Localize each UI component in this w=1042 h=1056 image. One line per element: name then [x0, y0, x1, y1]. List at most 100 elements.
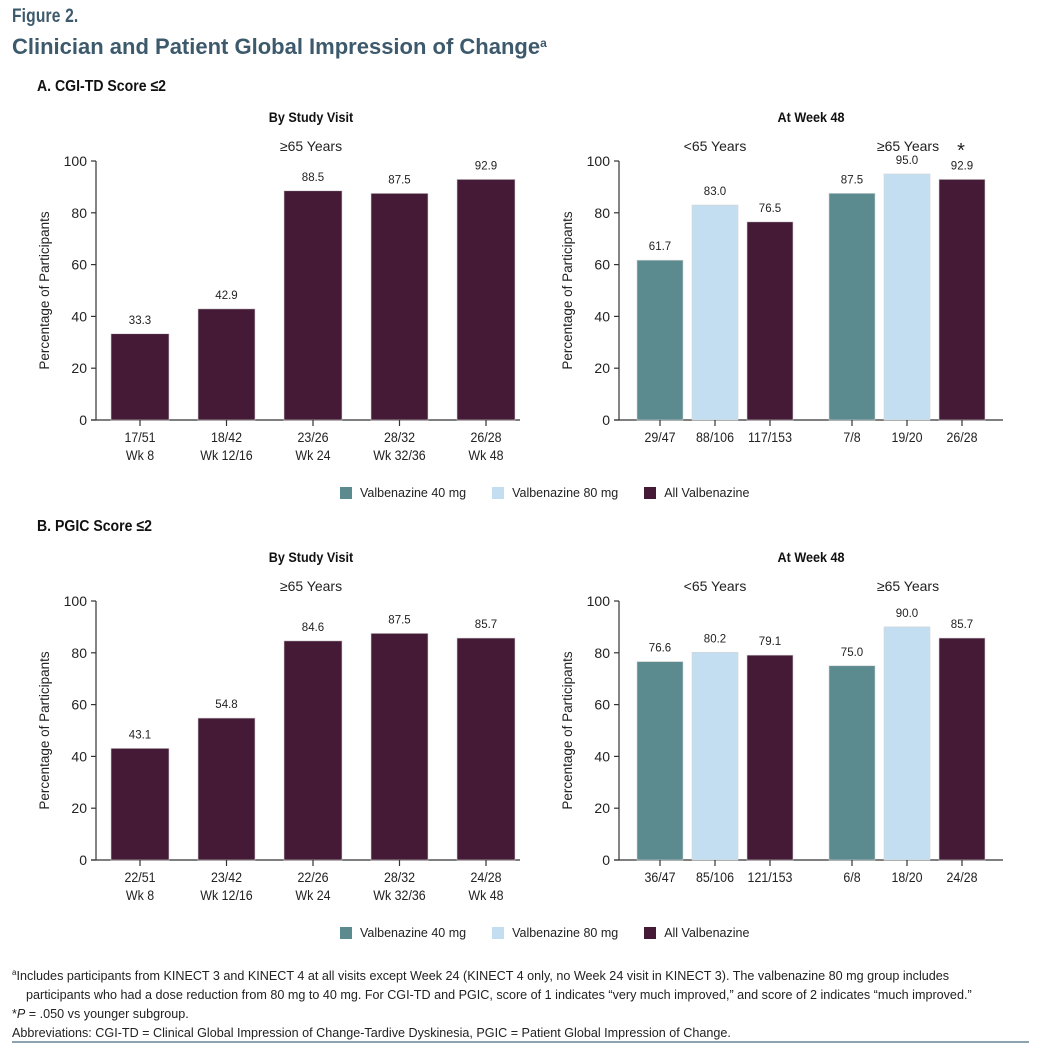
chart-a-week48-x-tick-label: 19/20 [891, 430, 922, 446]
chart-a-week48-y-axis-label: Percentage of Participants [560, 211, 575, 370]
chart-a-by-visit-data-label: 42.9 [215, 290, 237, 302]
chart-a-by-visit-x-tick-label: 23/26 [297, 430, 328, 446]
chart-b-by-visit-y-tick-label: 80 [71, 645, 87, 661]
chart-a-by-visit-y-tick-label: 20 [71, 360, 87, 376]
chart-a-by-visit-bar [370, 193, 429, 421]
footnote-p-italic: P [16, 1007, 26, 1022]
footnote-p-text: = .050 vs younger subgroup. [25, 1007, 189, 1022]
legend-item: All Valbenazine [644, 486, 749, 500]
chart-a-by-visit-subtitle: ≥65 Years [280, 138, 342, 154]
legend-label: All Valbenazine [664, 926, 750, 940]
chart-b-by-visit-y-tick-label: 0 [79, 852, 87, 868]
chart-b-week48-y-tick-label: 40 [594, 748, 610, 764]
chart-a-week48-data-label: 87.5 [841, 174, 863, 186]
chart-a-week48-y-tick-label: 20 [594, 360, 610, 376]
legend-label: Valbenazine 40 mg [360, 926, 467, 940]
chart-b-week48-y-tick-label: 60 [594, 697, 610, 713]
legend-swatch [644, 927, 657, 939]
chart-a-week48-bar [746, 221, 794, 421]
chart-a-by-visit-title: By Study Visit [269, 109, 354, 125]
chart-b-week48-bar [746, 654, 794, 861]
bottom-rule [12, 1041, 1029, 1043]
chart-b-week48-data-label: 90.0 [896, 608, 918, 620]
chart-b-by-visit-x-tick-label: 22/26 [297, 870, 328, 886]
chart-b-by-visit-y-axis-label: Percentage of Participants [37, 651, 52, 810]
chart-a-by-visit-bar [283, 190, 343, 421]
chart-b-week48-y-axis-label: Percentage of Participants [560, 651, 575, 810]
chart-a-week48-data-label: 76.5 [759, 203, 781, 215]
chart-a-week48-x-tick-label: 29/47 [644, 430, 675, 446]
chart-b-by-visit-x-tick-label: 23/42 [211, 870, 242, 886]
chart-b-by-visit-bar [283, 640, 343, 861]
chart-a-week48-y-tick-label: 0 [602, 412, 610, 428]
legend-panel-a: Valbenazine 40 mg Valbenazine 80 mg All Va… [340, 486, 749, 500]
chart-b-by-visit-x-tick-label: Wk 32/36 [373, 888, 425, 904]
chart-b-week48-bar [636, 661, 684, 861]
chart-b-week48-y-tick-label: 0 [602, 852, 610, 868]
chart-b-by-visit-x-tick-label: Wk 8 [126, 888, 154, 904]
chart-a-week48-data-label: 95.0 [896, 155, 918, 167]
figure-title: Clinician and Patient Global Impression … [12, 34, 547, 60]
chart-a-by-visit-data-label: 88.5 [302, 172, 324, 184]
footnote-a-continued: participants who had a dose reduction fr… [26, 988, 972, 1003]
chart-a-week48-bar [691, 204, 739, 421]
chart-a-week48-significance-asterisk: * [957, 140, 965, 162]
chart-b-week48-bar [883, 626, 931, 861]
chart-b-week48-x-tick-label: 18/20 [891, 870, 922, 886]
chart-a-by-visit-bar [197, 308, 256, 421]
legend-item: Valbenazine 40 mg [340, 926, 466, 940]
chart-a-by-visit-y-tick-label: 60 [71, 257, 87, 273]
chart-b-by-visit-x-tick-label: Wk 48 [468, 888, 503, 904]
chart-b-by-visit-subtitle: ≥65 Years [280, 578, 342, 594]
chart-b-week48-data-label: 79.1 [759, 636, 781, 648]
legend-label: Valbenazine 40 mg [360, 486, 467, 500]
chart-b-week48-group-label: <65 Years [684, 578, 747, 594]
chart-b-by-visit-x-tick-label: 22/51 [124, 870, 155, 886]
chart-b-by-visit-bar [110, 748, 170, 861]
chart-a-week48-group-label: <65 Years [684, 138, 747, 154]
chart-a-by-visit-bar [456, 179, 516, 421]
chart-b-by-visit-x-tick-label: 28/32 [384, 870, 415, 886]
figure-label: Figure 2. [12, 6, 79, 27]
chart-b-by-visit-data-label: 54.8 [215, 699, 237, 711]
chart-a-week48-data-label: 83.0 [704, 186, 726, 198]
chart-a-by-visit-x-tick-label: 28/32 [384, 430, 415, 446]
footnote-a-line1: Includes participants from KINECT 3 and … [16, 969, 950, 984]
chart-b-by-visit-y-tick-label: 100 [64, 593, 88, 609]
chart-b-by-visit-bar [370, 633, 429, 861]
chart-a-week48-title: At Week 48 [778, 109, 845, 125]
legend-panel-b: Valbenazine 40 mg Valbenazine 80 mg All Va… [340, 926, 749, 940]
chart-b-by-visit-title: By Study Visit [269, 549, 354, 565]
chart-a-by-visit-y-tick-label: 0 [79, 412, 87, 428]
chart-a-week48-bar [883, 173, 931, 421]
legend-swatch [340, 927, 352, 939]
legend-label: Valbenazine 80 mg [512, 486, 619, 500]
chart-b-week48-data-label: 80.2 [704, 633, 726, 645]
chart-b-week48-bar [691, 651, 739, 861]
legend-swatch [492, 927, 505, 939]
chart-a-by-visit-bar [110, 333, 170, 421]
figure-title-text: Clinician and Patient Global Impression … [12, 34, 541, 59]
footnote-a-marker: a [12, 968, 17, 977]
chart-b-week48-group-label: ≥65 Years [877, 578, 939, 594]
footnotes: aIncludes participants from KINECT 3 and… [12, 963, 1032, 1043]
chart-a-by-visit-x-tick-label: 26/28 [470, 430, 501, 446]
chart-b-by-visit-data-label: 87.5 [388, 614, 410, 626]
panel-a-label: A. CGI-TD Score ≤2 [37, 78, 167, 95]
chart-a-week48-x-tick-label: 88/106 [696, 430, 734, 446]
legend-label: Valbenazine 80 mg [512, 926, 619, 940]
chart-b-week48-x-tick-label: 24/28 [946, 870, 977, 886]
chart-b-by-visit-data-label: 84.6 [302, 622, 324, 634]
panel-b-label: B. PGIC Score ≤2 [37, 518, 152, 535]
chart-a-by-visit-x-tick-label: Wk 12/16 [200, 448, 252, 464]
legend-swatch [340, 487, 352, 499]
chart-b-by-visit-data-label: 43.1 [129, 729, 151, 741]
chart-a-by-visit-y-tick-label: 80 [71, 205, 87, 221]
chart-a-by-visit-x-tick-label: 18/42 [211, 430, 242, 446]
chart-a-by-visit-x-tick-label: Wk 24 [295, 448, 330, 464]
footnote-abbreviations: Abbreviations: CGI-TD = Clinical Global … [12, 1026, 731, 1041]
chart-b-week48-y-tick-label: 20 [594, 800, 610, 816]
chart-b-by-visit-bar [456, 637, 516, 861]
chart-b-by-visit-x-tick-label: Wk 24 [295, 888, 330, 904]
